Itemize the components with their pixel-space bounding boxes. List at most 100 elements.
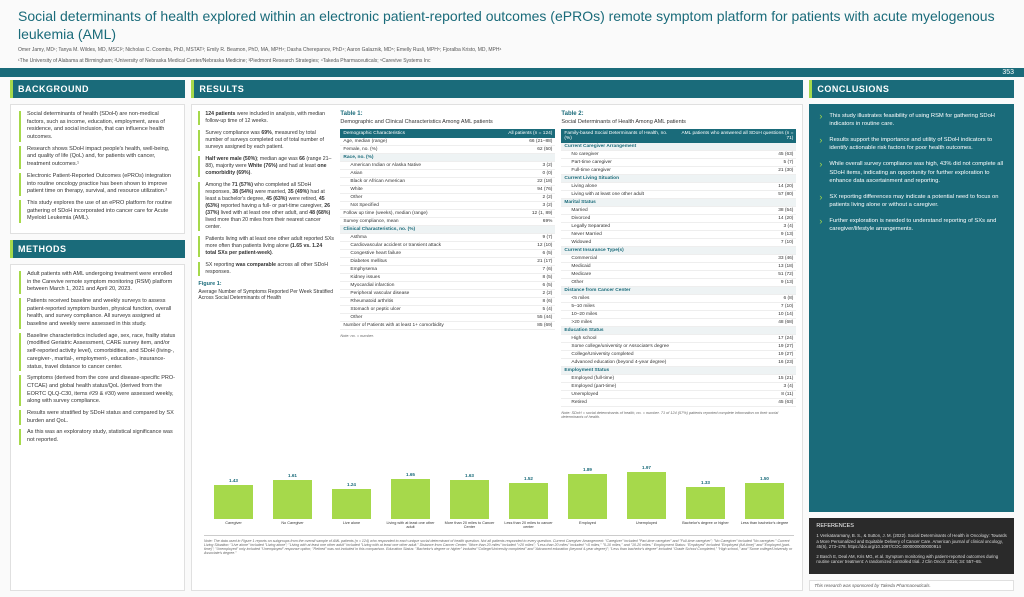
table-row: Myocardial infarction6 (5)	[340, 282, 555, 290]
table-row: Cardiovascular accident or transient att…	[340, 242, 555, 250]
table-row: Race, no. (%)	[340, 154, 555, 162]
chart-bar-label: Employed	[579, 521, 596, 535]
table-row: College/University completed19 (27)	[561, 351, 796, 359]
table-row: 5–10 miles7 (10)	[561, 303, 796, 311]
chart-bar-group: 1.43Caregiver	[206, 485, 261, 535]
table2-subtitle: Social Determinants of Health Among AML …	[561, 119, 796, 125]
table1-subtitle: Demographic and Clinical Characteristics…	[340, 119, 555, 125]
table-row: No caregiver45 (63)	[561, 151, 796, 159]
sponsor-note: This research was sponsored by Takeda Ph…	[809, 580, 1014, 591]
chart-bar-label: Less than bachelor's degree	[741, 521, 789, 535]
figure1-subtitle: Average Number of Symptoms Reported Per …	[198, 289, 334, 303]
chart-bar-group: 1.50 Less than bachelor's degree	[737, 483, 792, 535]
table-row: Current Caregiver Arrangement	[561, 143, 796, 151]
table-row: Diabetes mellitus21 (17)	[340, 258, 555, 266]
table-row: Black or African American22 (18)	[340, 178, 555, 186]
chart-bar: 1.89	[568, 474, 607, 519]
chart-bar: 1.24	[332, 489, 371, 519]
table-row: Number of Patients with at least 1+ como…	[340, 322, 555, 330]
table2-col-right: AML patients who answered all SDoH quest…	[676, 129, 797, 143]
author-line-2: ¹The University of Alabama at Birmingham…	[18, 58, 1006, 65]
chart-bar: 1.50	[745, 483, 784, 519]
table-row: Married38 (54)	[561, 207, 796, 215]
list-item: Symptoms (derived from the core and dise…	[19, 375, 176, 406]
right-column: CONCLUSIONS This study illustrates feasi…	[809, 80, 1014, 591]
table-row: High school17 (24)	[561, 335, 796, 343]
list-item: Half were male (50%); median age was 66 …	[198, 156, 334, 177]
chart-bar: 1.97	[627, 472, 666, 519]
table-row: Other2 (2)	[340, 194, 555, 202]
table-row: Kidney issues8 (5)	[340, 274, 555, 282]
chart-bar-group: 1.52Less than 20 miles to cancer center	[501, 483, 556, 535]
chart-bar-group: 1.63More than 20 miles to Cancer Center	[442, 480, 497, 535]
chart-bar-value: 1.89	[583, 467, 592, 472]
table1: Demographic Characteristics All patients…	[340, 129, 555, 330]
conclusions-header: CONCLUSIONS	[809, 80, 1014, 98]
poster-title: Social determinants of health explored w…	[18, 8, 1006, 43]
list-item: Electronic Patient-Reported Outcomes (eP…	[19, 173, 176, 196]
table-row: Distance from Cancer Center	[561, 287, 796, 295]
table-row: Emphysema7 (6)	[340, 266, 555, 274]
methods-panel: Adult patients with AML undergoing treat…	[10, 264, 185, 591]
chart-bar-label: No Caregiver	[281, 521, 303, 535]
table-row: Employed (part-time)3 (4)	[561, 383, 796, 391]
list-item: 124 patients were included in analysis, …	[198, 111, 334, 125]
table-row: Current Insurance Type(s)	[561, 247, 796, 255]
reference-item: 2 Basch E, Deal AM, Kris MG, et al. Symp…	[816, 554, 1007, 565]
table-row: Commercial33 (46)	[561, 255, 796, 263]
list-item: Patients living with at least one other …	[198, 236, 334, 257]
table-row: Employment Status	[561, 367, 796, 375]
figure1-note: Note: The data used in Figure 1 reports …	[204, 539, 794, 556]
list-item: Patients received baseline and weekly su…	[19, 298, 176, 329]
chart-bar-value: 1.24	[347, 482, 356, 487]
chart-bar-group: 1.89 Employed	[560, 474, 615, 535]
table-row: Medicaid13 (18)	[561, 263, 796, 271]
table-row: Medicare51 (72)	[561, 271, 796, 279]
chart-bar: 1.63	[450, 480, 489, 519]
table-row: Advanced education (beyond 4-year degree…	[561, 359, 796, 367]
table-row: Congestive heart failure6 (5)	[340, 250, 555, 258]
table-row: Survey compliance, mean69%	[340, 218, 555, 226]
conclusions-panel: This study illustrates feasibility of us…	[809, 104, 1014, 512]
chart-bar-group: 1.97 Unemployed	[619, 472, 674, 535]
chart-bar-label: Unemployed	[636, 521, 657, 535]
table-row: 10–20 miles10 (14)	[561, 311, 796, 319]
list-item: While overall survey compliance was high…	[819, 160, 1004, 184]
results-header: RESULTS	[191, 80, 803, 98]
table-row: Retired45 (63)	[561, 399, 796, 407]
table-row: White94 (76)	[340, 186, 555, 194]
chart-bar-label: Bachelor's degree or higher	[682, 521, 729, 535]
list-item: Further exploration is needed to underst…	[819, 217, 1004, 233]
chart-bar-value: 1.63	[465, 473, 474, 478]
background-panel: Social determinants of health (SDoH) are…	[10, 104, 185, 234]
table1-note: Note: no. = number.	[340, 334, 555, 338]
table-row: Education Status	[561, 327, 796, 335]
table-row: Widowed7 (10)	[561, 239, 796, 247]
table-row: Asthma9 (7)	[340, 234, 555, 242]
list-item: SX reporting was comparable across all o…	[198, 262, 334, 276]
list-item: This study illustrates feasibility of us…	[819, 112, 1004, 128]
background-header: BACKGROUND	[10, 80, 185, 98]
table-row: Rheumatoid arthritis8 (6)	[340, 298, 555, 306]
table-row: Legally Separated3 (4)	[561, 223, 796, 231]
chart-bar: 1.43	[214, 485, 253, 519]
chart-bar-value: 1.43	[229, 478, 238, 483]
list-item: Among the 71 (57%) who completed all SDo…	[198, 182, 334, 231]
table-row: Not Specified3 (2)	[340, 202, 555, 210]
table-row: Some college/university or Associate's d…	[561, 343, 796, 351]
page-number: 353	[0, 68, 1024, 77]
table-row: Current Living Situation	[561, 175, 796, 183]
table-row: Part-time caregiver5 (7)	[561, 159, 796, 167]
table1-title: Table 1:	[340, 111, 555, 117]
table-row: Marital Status	[561, 199, 796, 207]
chart-bar-value: 1.52	[524, 476, 533, 481]
title-bar: Social determinants of health explored w…	[0, 0, 1024, 68]
table-row: Full-time caregiver21 (30)	[561, 167, 796, 175]
left-column: BACKGROUND Social determinants of health…	[10, 80, 185, 591]
references-panel: REFERENCES 1 Venkataramany, B. S., & Sut…	[809, 518, 1014, 574]
figure1-title: Figure 1:	[198, 281, 334, 288]
chart-bar-group: 1.61No Caregiver	[265, 480, 320, 535]
table1-col-right: All patients (n = 124)	[487, 129, 556, 138]
table1-col-left: Demographic Characteristics	[340, 129, 486, 138]
table-row: Living alone14 (20)	[561, 183, 796, 191]
